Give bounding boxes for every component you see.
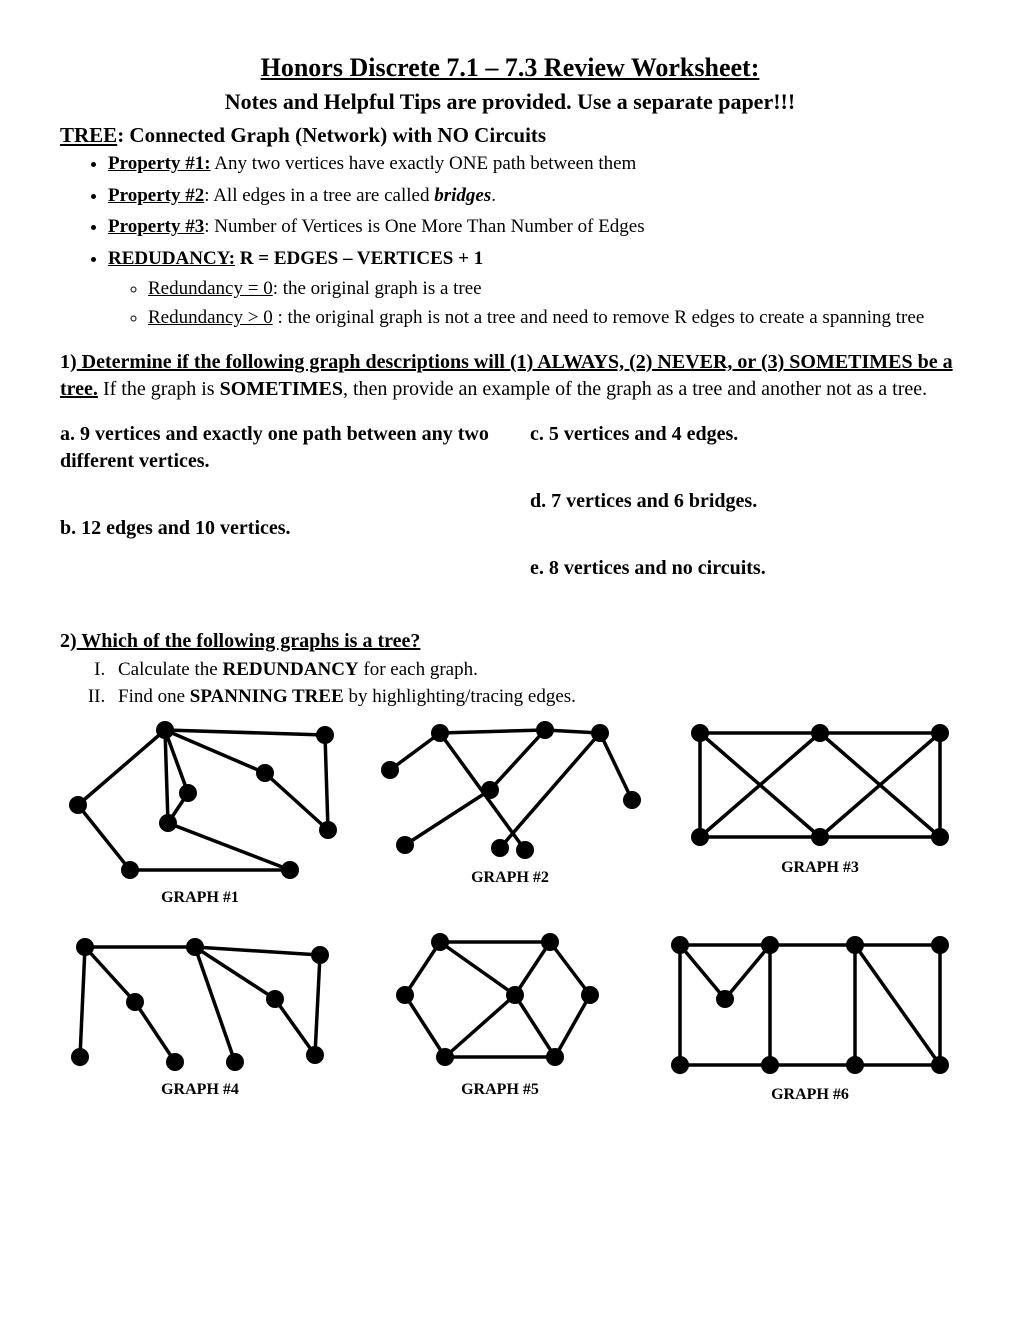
page-subtitle: Notes and Helpful Tips are provided. Use… bbox=[60, 87, 960, 117]
graph-6-label: GRAPH #6 bbox=[660, 1084, 960, 1106]
prop2-label: Property #2 bbox=[108, 185, 204, 206]
graph-5-label: GRAPH #5 bbox=[390, 1079, 610, 1101]
graph-2-svg bbox=[370, 715, 650, 865]
graph-row-2: GRAPH #4 GRAPH #5 GRAPH #6 bbox=[60, 927, 960, 1106]
q2-num: 2) bbox=[60, 630, 77, 652]
graph-5-cell: GRAPH #5 bbox=[390, 927, 610, 1106]
red-gt-zero: Redundancy > 0 : the original graph is n… bbox=[148, 305, 960, 331]
tree-definition: TREE: Connected Graph (Network) with NO … bbox=[60, 121, 960, 149]
red-zero: Redundancy = 0: the original graph is a … bbox=[148, 276, 960, 302]
q1-c: c. 5 vertices and 4 edges. bbox=[530, 421, 960, 448]
red0-text: : the original graph is a tree bbox=[273, 278, 482, 299]
prop3-label: Property #3 bbox=[108, 216, 204, 237]
graph-5-svg bbox=[390, 927, 610, 1077]
q2-i-b: REDUNDANCY bbox=[222, 659, 358, 680]
prop3-text: : Number of Vertices is One More Than Nu… bbox=[204, 216, 644, 237]
graph-3-svg bbox=[680, 715, 960, 855]
red1-text: : the original graph is not a tree and n… bbox=[273, 307, 925, 328]
graph-4-svg bbox=[60, 927, 340, 1077]
q1-a: a. 9 vertices and exactly one path betwe… bbox=[60, 421, 490, 475]
q2-steps: Calculate the REDUNDANCY for each graph.… bbox=[60, 657, 960, 709]
q2-step-1: Calculate the REDUNDANCY for each graph. bbox=[110, 657, 960, 683]
graph-3-cell: GRAPH #3 bbox=[680, 715, 960, 909]
q1-b: b. 12 edges and 10 vertices. bbox=[60, 515, 490, 542]
redundancy-label: REDUDANCY: bbox=[108, 248, 235, 269]
red1-label: Redundancy > 0 bbox=[148, 307, 273, 328]
q1-items: a. 9 vertices and exactly one path betwe… bbox=[60, 421, 960, 622]
prop2-text-a: : All edges in a tree are called bbox=[204, 185, 434, 206]
q1-tail-b: SOMETIMES bbox=[220, 378, 343, 400]
prop1-label: Property #1: bbox=[108, 153, 211, 174]
graph-6-svg bbox=[660, 927, 960, 1082]
q2-i-a: Calculate the bbox=[118, 659, 222, 680]
q2-ii-a: Find one bbox=[118, 686, 190, 707]
q1-e: e. 8 vertices and no circuits. bbox=[530, 555, 960, 582]
graph-2-label: GRAPH #2 bbox=[370, 867, 650, 889]
property-3: Property #3: Number of Vertices is One M… bbox=[108, 214, 960, 240]
prop1-text: Any two vertices have exactly ONE path b… bbox=[211, 153, 637, 174]
q2-i-c: for each graph. bbox=[359, 659, 478, 680]
graph-6-cell: GRAPH #6 bbox=[660, 927, 960, 1106]
graph-row-1: GRAPH #1 GRAPH #2 GRAPH #3 bbox=[60, 715, 960, 909]
q1-d: d. 7 vertices and 6 bridges. bbox=[530, 488, 960, 515]
graph-3-label: GRAPH #3 bbox=[680, 857, 960, 879]
property-list: Property #1: Any two vertices have exact… bbox=[60, 151, 960, 331]
prop2-text-c: . bbox=[491, 185, 496, 206]
redundancy: REDUDANCY: R = EDGES – VERTICES + 1 Redu… bbox=[108, 246, 960, 331]
q1-tail-a: If the graph is bbox=[98, 378, 220, 400]
graph-4-label: GRAPH #4 bbox=[60, 1079, 340, 1101]
redundancy-sublist: Redundancy = 0: the original graph is a … bbox=[108, 276, 960, 331]
question-1: 1) Determine if the following graph desc… bbox=[60, 349, 960, 403]
tree-def-text: : Connected Graph (Network) with NO Circ… bbox=[117, 123, 546, 147]
property-1: Property #1: Any two vertices have exact… bbox=[108, 151, 960, 177]
graph-1-label: GRAPH #1 bbox=[60, 887, 340, 909]
prop2-bridges: bridges bbox=[434, 185, 491, 206]
graph-2-cell: GRAPH #2 bbox=[370, 715, 650, 909]
graph-1-cell: GRAPH #1 bbox=[60, 715, 340, 909]
redundancy-formula: R = EDGES – VERTICES + 1 bbox=[235, 248, 483, 269]
q1-num: 1) bbox=[60, 351, 77, 373]
question-2: 2) Which of the following graphs is a tr… bbox=[60, 628, 960, 655]
graph-1-svg bbox=[60, 715, 340, 885]
red0-label: Redundancy = 0 bbox=[148, 278, 273, 299]
q2-ii-c: by highlighting/tracing edges. bbox=[344, 686, 576, 707]
q2-ii-b: SPANNING TREE bbox=[190, 686, 344, 707]
q1-tail-c: , then provide an example of the graph a… bbox=[343, 378, 927, 400]
property-2: Property #2: All edges in a tree are cal… bbox=[108, 183, 960, 209]
graph-4-cell: GRAPH #4 bbox=[60, 927, 340, 1106]
tree-label: TREE bbox=[60, 123, 117, 147]
q2-text: Which of the following graphs is a tree? bbox=[77, 630, 421, 652]
page-title: Honors Discrete 7.1 – 7.3 Review Workshe… bbox=[60, 50, 960, 85]
q2-step-2: Find one SPANNING TREE by highlighting/t… bbox=[110, 684, 960, 710]
